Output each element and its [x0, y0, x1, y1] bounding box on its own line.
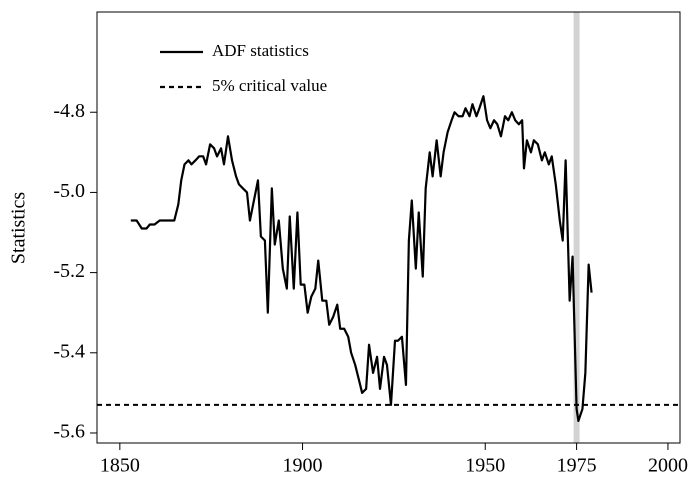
y-tick-label: -4.8: [53, 100, 85, 122]
legend-label: ADF statistics: [212, 41, 309, 60]
data-line: [130, 95, 593, 423]
y-tick-label: -5.4: [53, 340, 85, 362]
y-tick-label: -5.6: [53, 421, 85, 443]
highlight-band: [573, 12, 580, 443]
y-tick-label: -5.2: [53, 260, 85, 282]
y-tick-label: -5.0: [53, 180, 85, 202]
x-tick-label: 1950: [465, 455, 505, 477]
x-tick-label: 1900: [283, 455, 323, 477]
y-axis-label: Statistics: [8, 192, 30, 264]
legend-label: 5% critical value: [212, 76, 327, 95]
x-tick-label: 1850: [100, 455, 140, 477]
x-tick-label: 1975: [557, 455, 597, 477]
x-tick-label: 2000: [648, 455, 688, 477]
plot-frame: [96, 11, 681, 444]
